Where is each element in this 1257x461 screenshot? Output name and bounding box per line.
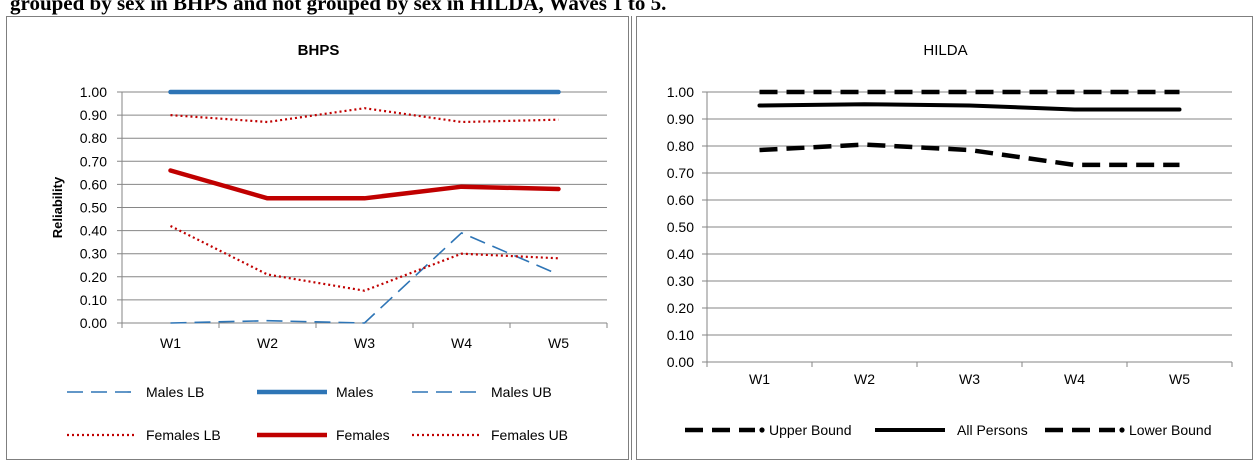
y-tick-label: 0.60 xyxy=(667,192,694,208)
y-tick-label: 1.00 xyxy=(667,84,694,100)
y-tick-label: 0.40 xyxy=(80,223,107,239)
legend-label-males: Males xyxy=(336,384,373,400)
series-line-males-lb xyxy=(170,232,559,324)
panel-divider xyxy=(631,16,632,460)
chart-title: BHPS xyxy=(298,42,340,59)
x-tick-label: W2 xyxy=(257,335,278,351)
y-axis-label: Reliability xyxy=(50,176,65,238)
x-tick-label: W5 xyxy=(548,335,569,351)
legend-label-males-ub: Males UB xyxy=(491,384,552,400)
legend-label-lower-bound: Lower Bound xyxy=(1129,422,1212,438)
y-tick-label: 0.60 xyxy=(80,176,107,192)
y-tick-label: 0.30 xyxy=(667,273,694,289)
y-tick-label: 0.30 xyxy=(80,246,107,262)
y-tick-label: 1.00 xyxy=(80,84,107,100)
y-tick-label: 0.10 xyxy=(667,327,694,343)
y-tick-label: 0.90 xyxy=(667,111,694,127)
x-tick-label: W5 xyxy=(1169,371,1190,387)
series-line-all-persons xyxy=(757,102,1182,112)
y-tick-label: 0.00 xyxy=(80,315,107,331)
y-tick-label: 0.70 xyxy=(667,165,694,181)
x-tick-label: W3 xyxy=(959,371,980,387)
y-tick-label: 0.80 xyxy=(80,130,107,146)
y-tick-label: 0.00 xyxy=(667,354,694,370)
legend-marker-upper-bound xyxy=(759,427,765,433)
legend-label-upper-bound: Upper Bound xyxy=(769,422,852,438)
x-tick-label: W3 xyxy=(354,335,375,351)
figure-caption: grouped by sex in BHPS and not grouped b… xyxy=(10,0,667,15)
legend-label-all-persons: All Persons xyxy=(957,422,1028,438)
bhps-line-chart: BHPS 0.00 0.10 0.20 0.30 0.40 0.50 0.60 0.70 0.80… xyxy=(50,42,608,443)
legend-label-males-lb: Males LB xyxy=(146,384,204,400)
legend-marker-lower-bound xyxy=(1119,427,1125,433)
x-tick-label: W2 xyxy=(854,371,875,387)
y-tick-label: 0.40 xyxy=(667,246,694,262)
series-line-lower-bound xyxy=(759,142,1180,168)
y-tick-label: 0.50 xyxy=(667,219,694,235)
x-tick-label: W1 xyxy=(749,371,770,387)
y-tick-label: 0.20 xyxy=(667,300,694,316)
series-line-females-lb xyxy=(170,225,559,292)
x-tick-label: W1 xyxy=(160,335,181,351)
hilda-chart-panel: HILDA 0.00 0.10 0.20 0.30 0.40 0.50 0.60 0.70 0.8… xyxy=(636,16,1253,460)
x-tick-label: W4 xyxy=(451,335,472,351)
chart-title: HILDA xyxy=(923,42,967,59)
y-tick-label: 0.50 xyxy=(80,200,107,216)
legend-label-females: Females xyxy=(336,427,390,443)
legend-label-females-ub: Females UB xyxy=(491,427,568,443)
y-tick-label: 0.10 xyxy=(80,292,107,308)
series-line-females xyxy=(168,168,561,201)
y-tick-label: 0.90 xyxy=(80,107,107,123)
bhps-chart-panel: BHPS 0.00 0.10 0.20 0.30 0.40 0.50 0.60 0.70 0.80… xyxy=(6,16,629,460)
y-tick-label: 0.70 xyxy=(80,153,107,169)
hilda-line-chart: HILDA 0.00 0.10 0.20 0.30 0.40 0.50 0.60 0.70 0.8… xyxy=(667,42,1233,438)
x-tick-label: W4 xyxy=(1064,371,1085,387)
series-line-females-ub xyxy=(170,107,559,124)
legend-label-females-lb: Females LB xyxy=(146,427,221,443)
y-tick-label: 0.20 xyxy=(80,269,107,285)
y-tick-label: 0.80 xyxy=(667,138,694,154)
